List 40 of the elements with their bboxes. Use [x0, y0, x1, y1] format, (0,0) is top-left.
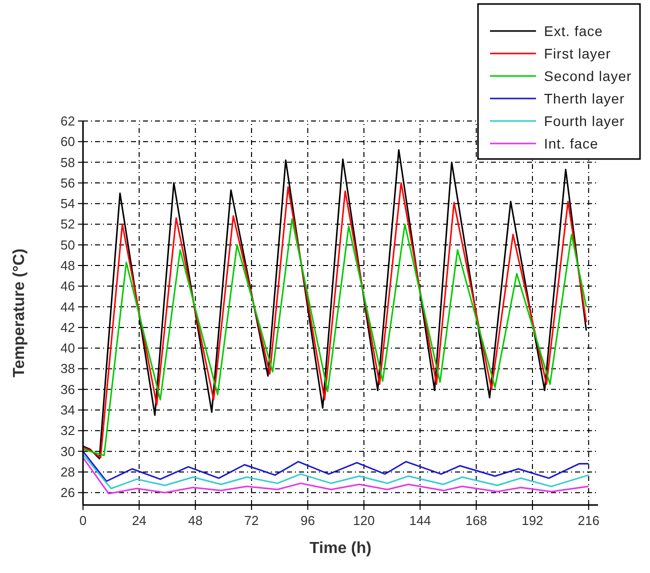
- y-tick-label: 40: [60, 340, 75, 356]
- y-tick-label: 46: [60, 278, 75, 294]
- x-tick-label: 216: [578, 513, 600, 528]
- x-tick-label: 168: [465, 513, 488, 528]
- y-tick-label: 58: [60, 154, 75, 170]
- y-tick-label: 48: [60, 258, 75, 274]
- x-tick-label: 72: [244, 513, 259, 528]
- y-tick-label: 62: [60, 114, 75, 128]
- x-tick-label: 120: [353, 513, 375, 528]
- x-tick-label: 48: [188, 513, 203, 528]
- line-series: [82, 450, 590, 482]
- legend-label: Int. face: [544, 136, 598, 152]
- y-tick-label: 26: [60, 485, 75, 500]
- y-tick-label: 28: [60, 464, 75, 480]
- x-tick-label: 24: [132, 513, 146, 528]
- y-tick-label: 52: [60, 216, 75, 232]
- y-tick-label: 30: [60, 444, 75, 459]
- y-axis-title: Temperature (°C): [11, 248, 28, 378]
- legend-label: Therth layer: [544, 90, 625, 106]
- line-series: [82, 454, 590, 490]
- legend-label: Ext. face: [544, 23, 603, 39]
- legend-label: Second layer: [544, 68, 632, 84]
- x-tick-label: 192: [522, 513, 544, 528]
- x-tick-label: 96: [300, 513, 315, 528]
- legend-label: First layer: [544, 46, 611, 62]
- y-tick-label: 38: [60, 361, 75, 376]
- y-tick-label: 56: [60, 175, 75, 190]
- y-tick-label: 42: [60, 320, 75, 335]
- x-tick-label: 0: [79, 513, 87, 528]
- y-tick-label: 36: [60, 382, 75, 397]
- x-axis-title: Time (h): [310, 540, 372, 557]
- y-tick-label: 50: [60, 237, 75, 252]
- y-tick-label: 32: [60, 423, 75, 438]
- y-tick-label: 54: [60, 196, 75, 212]
- y-tick-label: 44: [60, 299, 75, 314]
- x-tick-label: 144: [409, 513, 431, 528]
- line-series: [82, 456, 590, 494]
- y-tick-label: 34: [60, 402, 75, 418]
- y-tick-label: 60: [60, 134, 75, 150]
- legend-label: Fourth layer: [544, 113, 625, 129]
